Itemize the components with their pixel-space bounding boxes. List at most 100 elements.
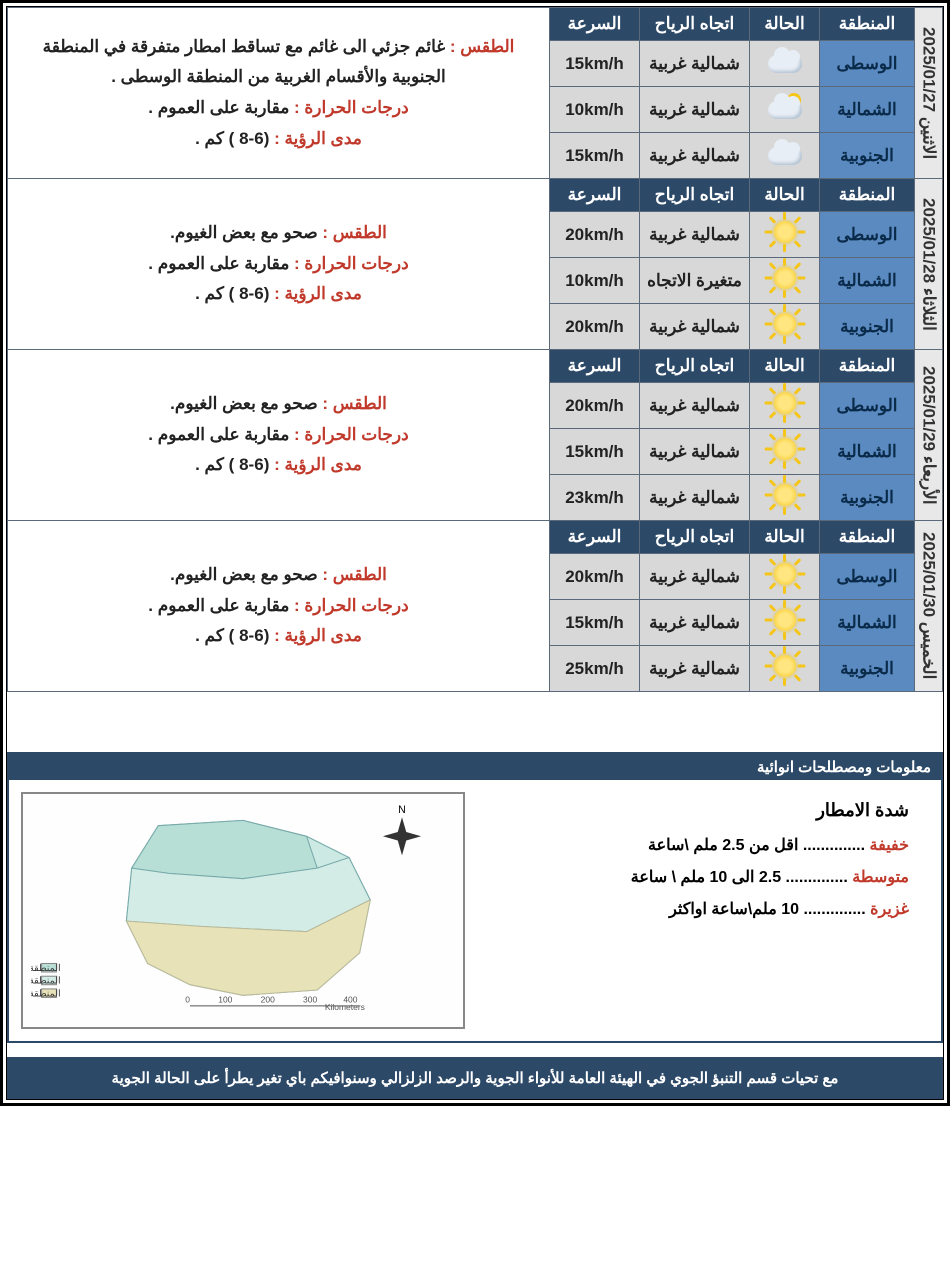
wind-direction: شمالية غربية [640, 429, 750, 475]
forecast-table: الاثنين 2025/01/27المنطقةالحالةاتجاه الر… [7, 7, 943, 692]
wind-speed: 20km/h [550, 212, 640, 258]
sun-icon [765, 214, 805, 250]
wind-direction: شمالية غربية [640, 133, 750, 179]
date-cell: الأربعاء 2025/01/29 [915, 350, 943, 521]
svg-text:المنطقة الشمالية: المنطقة الشمالية [31, 963, 61, 974]
wind-direction: شمالية غربية [640, 475, 750, 521]
wind-speed: 15km/h [550, 133, 640, 179]
wind-direction: شمالية غربية [640, 554, 750, 600]
svg-text:200: 200 [261, 995, 275, 1005]
region-name: الشمالية [820, 258, 915, 304]
svg-text:Kilometers: Kilometers [325, 1002, 365, 1012]
region-name: الوسطى [820, 383, 915, 429]
sun-icon [765, 477, 805, 513]
weather-icon-cell [750, 646, 820, 692]
col-wind: اتجاه الرياح [640, 521, 750, 554]
rain-intensity-block: شدة الامطار خفيفة .............. اقل من … [477, 792, 929, 1029]
weather-icon-cell [750, 429, 820, 475]
wind-speed: 20km/h [550, 383, 640, 429]
weather-icon-cell [750, 258, 820, 304]
col-speed: السرعة [550, 521, 640, 554]
wind-speed: 25km/h [550, 646, 640, 692]
region-name: الجنوبية [820, 475, 915, 521]
inner-frame: الاثنين 2025/01/27المنطقةالحالةاتجاه الر… [6, 6, 944, 1100]
weather-icon-cell [750, 304, 820, 350]
footer-bar: مع تحيات قسم التنبؤ الجوي في الهيئة العا… [7, 1057, 943, 1099]
map-box: N المنطقة الشمالية المنطقة الوسطى المنطق… [21, 792, 465, 1029]
weather-icon-cell [750, 383, 820, 429]
col-speed: السرعة [550, 8, 640, 41]
rain-level-row: متوسطة .............. 2.5 الى 10 ملم \ س… [485, 867, 909, 887]
svg-text:المنطقة الجنوبية: المنطقة الجنوبية [31, 988, 61, 999]
col-condition: الحالة [750, 521, 820, 554]
weather-icon-cell [750, 554, 820, 600]
wind-speed: 20km/h [550, 304, 640, 350]
weather-icon-cell [750, 212, 820, 258]
col-condition: الحالة [750, 350, 820, 383]
sun-icon [765, 306, 805, 342]
wind-direction: شمالية غربية [640, 600, 750, 646]
weather-icon-cell [750, 41, 820, 87]
iraq-map-icon: N المنطقة الشمالية المنطقة الوسطى المنطق… [31, 802, 455, 1019]
date-cell: الخميس 2025/01/30 [915, 521, 943, 692]
sun-icon [765, 648, 805, 684]
sun-icon [765, 385, 805, 421]
wind-direction: شمالية غربية [640, 646, 750, 692]
partly-cloudy-icon [765, 89, 805, 125]
svg-text:100: 100 [218, 995, 232, 1005]
wind-speed: 15km/h [550, 429, 640, 475]
wind-speed: 23km/h [550, 475, 640, 521]
region-name: الشمالية [820, 429, 915, 475]
cloud-icon [765, 135, 805, 171]
wind-direction: شمالية غربية [640, 87, 750, 133]
wind-speed: 15km/h [550, 41, 640, 87]
sun-icon [765, 556, 805, 592]
wind-direction: شمالية غربية [640, 304, 750, 350]
info-body: شدة الامطار خفيفة .............. اقل من … [9, 780, 941, 1041]
col-wind: اتجاه الرياح [640, 350, 750, 383]
col-region: المنطقة [820, 179, 915, 212]
weather-icon-cell [750, 133, 820, 179]
col-region: المنطقة [820, 521, 915, 554]
page-frame: الاثنين 2025/01/27المنطقةالحالةاتجاه الر… [0, 0, 950, 1106]
svg-text:N: N [398, 804, 406, 816]
wind-speed: 20km/h [550, 554, 640, 600]
region-name: الجنوبية [820, 646, 915, 692]
wind-direction: شمالية غربية [640, 41, 750, 87]
rain-level-row: خفيفة .............. اقل من 2.5 ملم \ساع… [485, 835, 909, 855]
wind-direction: شمالية غربية [640, 383, 750, 429]
region-name: الشمالية [820, 600, 915, 646]
col-speed: السرعة [550, 350, 640, 383]
col-wind: اتجاه الرياح [640, 8, 750, 41]
col-wind: اتجاه الرياح [640, 179, 750, 212]
weather-icon-cell [750, 87, 820, 133]
wind-speed: 10km/h [550, 87, 640, 133]
col-region: المنطقة [820, 350, 915, 383]
sun-icon [765, 260, 805, 296]
weather-icon-cell [750, 600, 820, 646]
forecast-description: الطقس : صحو مع بعض الغيوم.درجات الحرارة … [8, 350, 550, 521]
date-cell: الثلاثاء 2025/01/28 [915, 179, 943, 350]
col-region: المنطقة [820, 8, 915, 41]
sun-icon [765, 602, 805, 638]
info-section: معلومات ومصطلحات انوائية شدة الامطار خفي… [7, 752, 943, 1043]
rain-level-row: غزيرة .............. 10 ملم\ساعة اواكثر [485, 899, 909, 919]
region-name: الشمالية [820, 87, 915, 133]
forecast-description: الطقس : صحو مع بعض الغيوم.درجات الحرارة … [8, 521, 550, 692]
forecast-description: الطقس : غائم جزئي الى غائم مع تساقط امطا… [8, 8, 550, 179]
region-name: الوسطى [820, 554, 915, 600]
col-speed: السرعة [550, 179, 640, 212]
wind-speed: 10km/h [550, 258, 640, 304]
region-name: الجنوبية [820, 133, 915, 179]
wind-direction: متغيرة الاتجاه [640, 258, 750, 304]
svg-text:0: 0 [185, 995, 190, 1005]
sun-icon [765, 431, 805, 467]
info-header: معلومات ومصطلحات انوائية [9, 754, 941, 780]
wind-speed: 15km/h [550, 600, 640, 646]
region-name: الوسطى [820, 212, 915, 258]
cloud-icon [765, 43, 805, 79]
svg-text:300: 300 [303, 995, 317, 1005]
date-cell: الاثنين 2025/01/27 [915, 8, 943, 179]
col-condition: الحالة [750, 179, 820, 212]
region-name: الوسطى [820, 41, 915, 87]
